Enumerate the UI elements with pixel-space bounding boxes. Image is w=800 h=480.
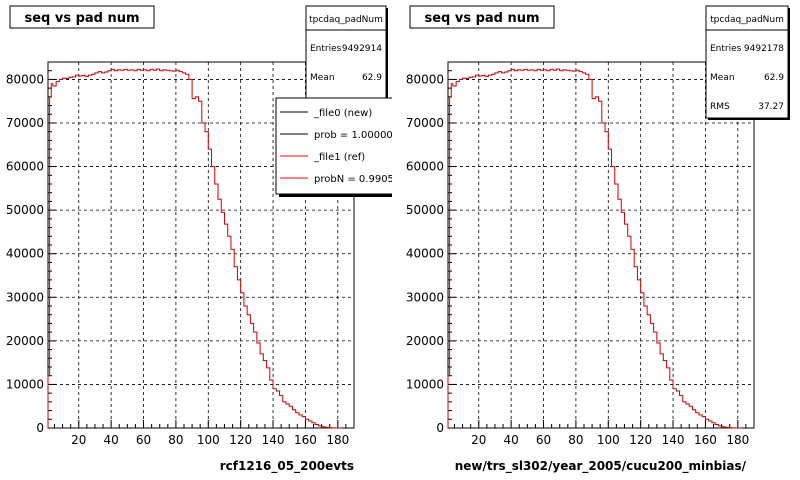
chart-title: seq vs pad num — [424, 11, 539, 26]
x-tick-label: 80 — [568, 433, 583, 447]
x-tick-label: 120 — [229, 433, 252, 447]
x-tick-label: 100 — [597, 433, 620, 447]
x-tick-label: 60 — [136, 433, 151, 447]
stats-value: 62.9 — [764, 73, 784, 83]
y-tick-label: 10000 — [406, 377, 444, 391]
y-tick-label: 40000 — [406, 247, 444, 261]
y-tick-label: 60000 — [406, 160, 444, 174]
y-tick-label: 50000 — [6, 203, 44, 217]
y-tick-label: 80000 — [406, 72, 444, 86]
y-tick-label: 10000 — [6, 377, 44, 391]
y-tick-label: 80000 — [6, 72, 44, 86]
stats-label: Entries — [310, 44, 342, 54]
stats-label: Mean — [310, 73, 335, 83]
stats-value: 37.27 — [758, 102, 784, 112]
x-tick-label: 120 — [629, 433, 652, 447]
x-tick-label: 40 — [104, 433, 119, 447]
y-tick-label: 30000 — [6, 290, 44, 304]
x-tick-label: 140 — [262, 433, 285, 447]
title-box — [409, 5, 555, 29]
stats-name: tpcdaq_padNum — [309, 15, 383, 25]
y-tick-label: 50000 — [406, 203, 444, 217]
y-tick-label: 20000 — [406, 334, 444, 348]
x-tick-label: 100 — [197, 433, 220, 447]
x-tick-label: 80 — [168, 433, 183, 447]
x-tick-label: 40 — [504, 433, 519, 447]
chart-title: seq vs pad num — [24, 11, 139, 26]
y-tick-label: 60000 — [6, 160, 44, 174]
title-box — [9, 5, 155, 29]
chart-panel-1: 20 40 60 80 100 120 140 160 180 0 10000 20000 30000 4… — [6, 5, 407, 474]
y-tick-label: 30000 — [406, 290, 444, 304]
legend-entry: prob = 1.000000 — [314, 130, 399, 141]
y-tick-label: 20000 — [6, 334, 44, 348]
stats-box — [705, 5, 789, 119]
y-tick-label: 0 — [36, 421, 44, 435]
series-line — [447, 68, 742, 429]
stats-label: Entries — [710, 44, 742, 54]
x-tick-label: 20 — [471, 433, 486, 447]
legend: _file0 (new) prob = 1.000000 _file1 (ref) p… — [275, 97, 407, 197]
stats-label: Mean — [710, 73, 735, 83]
y-tick-label: 0 — [436, 421, 444, 435]
stats-value: 62.9 — [362, 73, 382, 83]
y-tick-label: 70000 — [406, 116, 444, 130]
x-tick-label: 160 — [294, 433, 317, 447]
stats-value: 9492178 — [744, 44, 784, 54]
stats-name: tpcdaq_padNum — [710, 15, 784, 25]
x-axis-label: rcf1216_05_200evts — [220, 459, 354, 474]
stats-label: RMS — [710, 102, 730, 112]
x-tick-label: 140 — [662, 433, 685, 447]
series-line — [47, 68, 342, 429]
y-tick-label: 70000 — [6, 116, 44, 130]
x-tick-label: 60 — [536, 433, 551, 447]
x-tick-label: 180 — [326, 433, 349, 447]
x-tick-label: 160 — [694, 433, 717, 447]
y-tick-label: 40000 — [6, 247, 44, 261]
legend-entry: _file1 (ref) — [313, 152, 365, 163]
legend-entry: probN = 0.990570 — [314, 174, 407, 185]
chart-panel-2: 20 40 60 80 100 120 140 160 180 0 10000 20000 30000 4… — [406, 5, 790, 474]
x-tick-label: 20 — [71, 433, 86, 447]
legend-entry: _file0 (new) — [313, 108, 372, 119]
x-tick-label: 180 — [726, 433, 749, 447]
x-axis-label: new/trs_sl302/year_2005/cucu200_minbias/ — [455, 459, 747, 474]
stats-value: 9492914 — [342, 44, 382, 54]
